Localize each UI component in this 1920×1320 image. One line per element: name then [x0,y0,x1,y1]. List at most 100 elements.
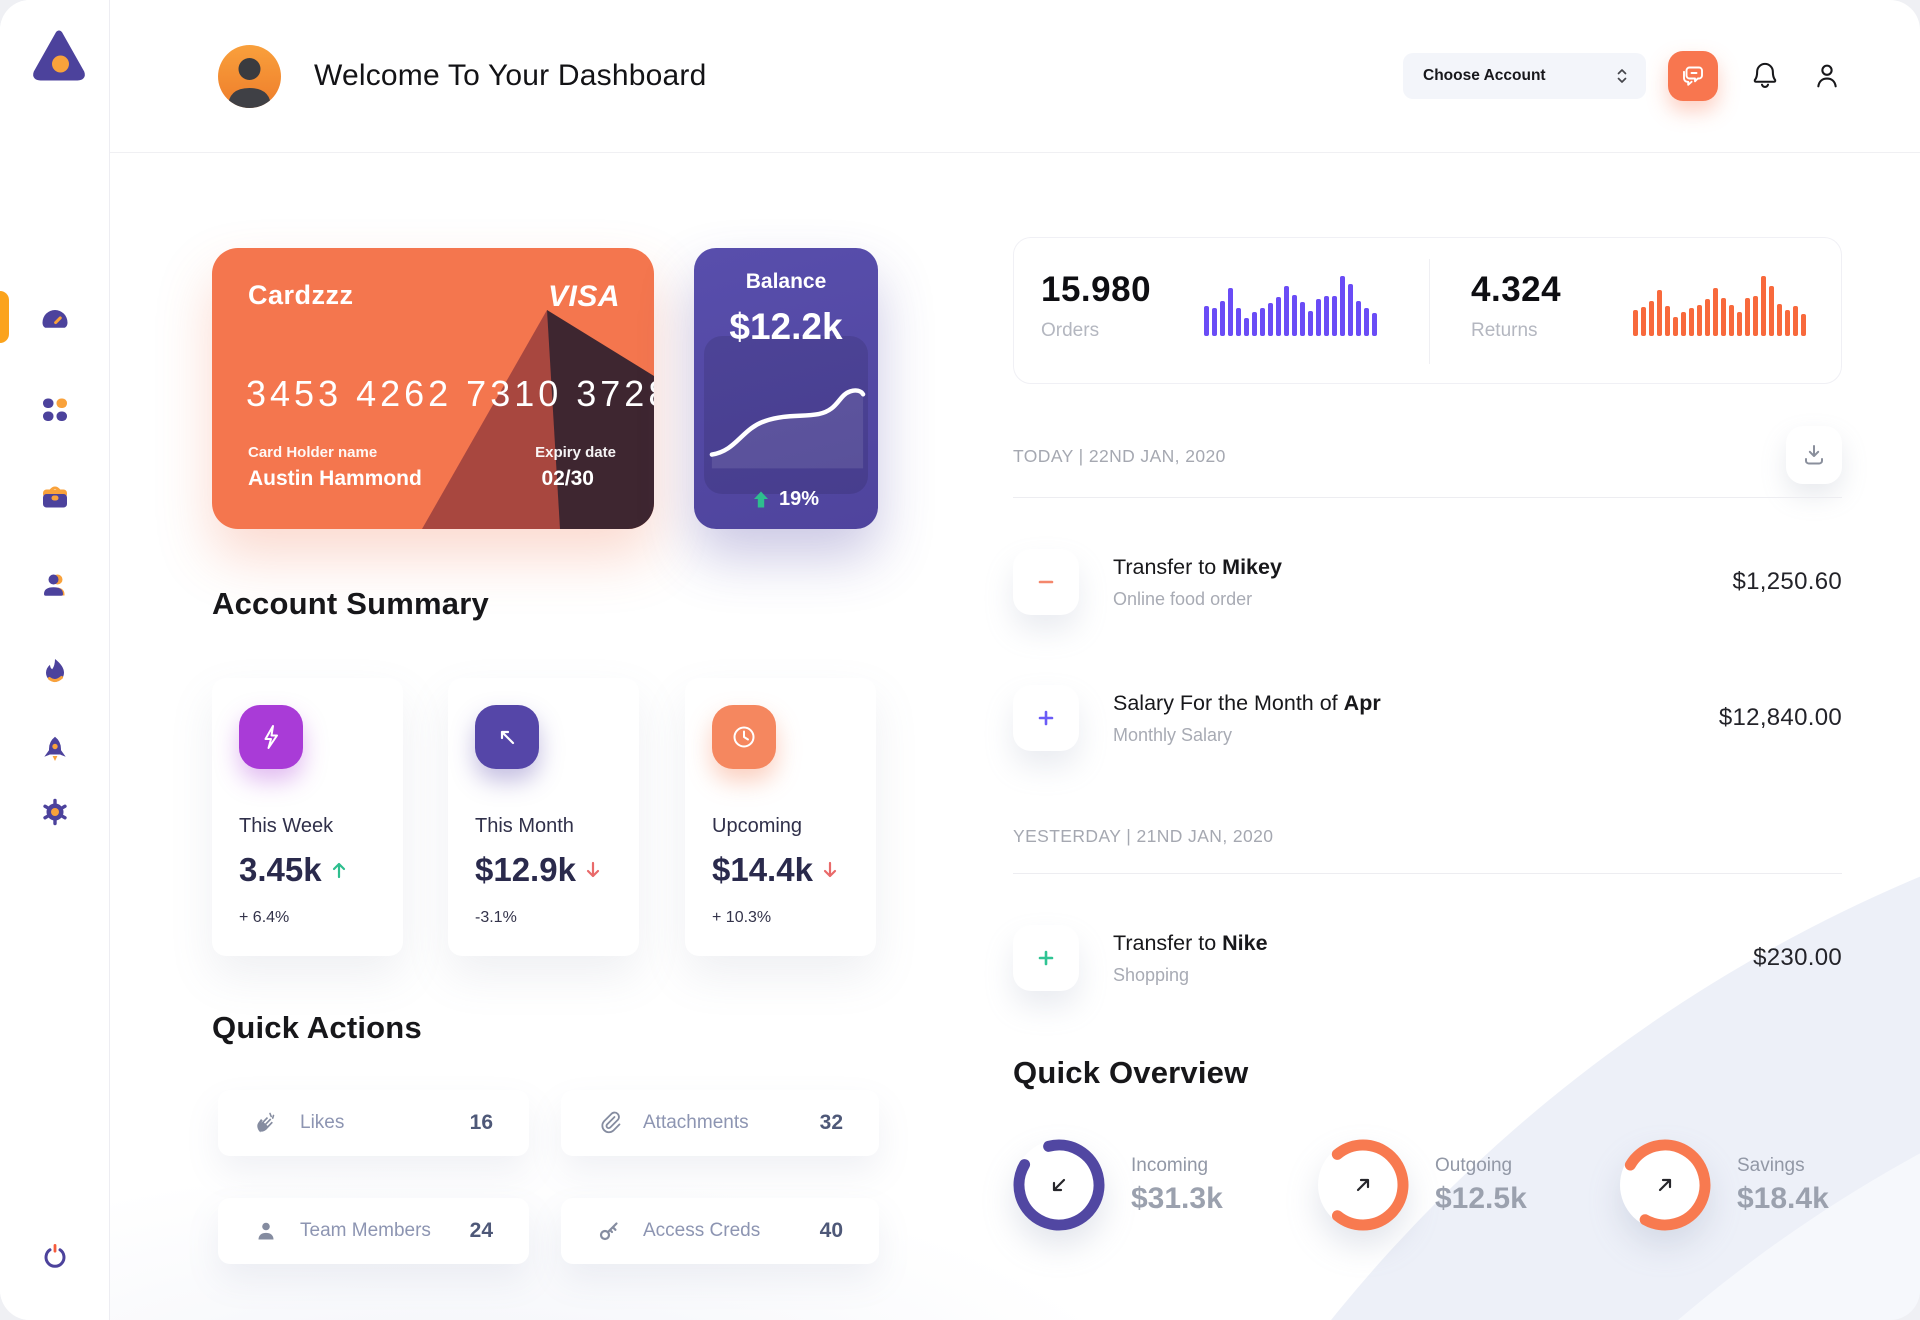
overview-value: $31.3k [1131,1181,1223,1215]
transaction-title: Transfer to [1113,554,1217,579]
transaction-title-bold: Nike [1222,930,1268,955]
overview-incoming: Incoming $31.3k [1013,1139,1223,1231]
card-holder-name: Austin Hammond [248,467,422,490]
arrow-downleft-icon [1052,1178,1066,1192]
transaction-title: Transfer to [1113,930,1217,955]
notifications-button[interactable] [1750,61,1780,91]
divider [1013,497,1842,498]
outgoing-progress-ring [1317,1139,1409,1231]
power-icon [44,1244,66,1268]
returns-bar-chart [1633,276,1818,336]
card-expiry-value: 02/30 [541,467,594,490]
quick-action-value: 16 [469,1111,493,1134]
trend-down-icon [823,861,837,878]
sidebar-item-logout[interactable] [37,1238,73,1274]
summary-delta: + 6.4% [239,909,290,926]
orders-label: Orders [1041,320,1100,341]
quick-action-label: Access Creds [643,1220,761,1241]
sidebar-item-work[interactable] [37,479,73,515]
trend-down-icon [586,861,600,878]
clock-icon [712,705,776,769]
download-icon [1805,445,1823,465]
balance-card[interactable]: Balance $12.2k 19% [694,248,878,529]
quick-action-likes[interactable]: Likes 16 [218,1090,529,1156]
balance-value: $12.2k [729,306,843,347]
quick-action-access-creds[interactable]: Access Creds 40 [561,1198,879,1264]
sidebar-item-team[interactable] [37,567,73,603]
summary-value: $14.4k [712,851,813,888]
overview-label: Savings [1737,1154,1805,1176]
overview-label: Outgoing [1435,1154,1513,1176]
visa-logo: VISA [547,280,620,313]
transaction-amount: $12,840.00 [1718,704,1842,731]
key-icon [599,1222,618,1241]
quick-action-value: 32 [819,1111,843,1134]
transaction-amount: $230.00 [1753,944,1842,971]
credit-card[interactable]: Cardzzz VISA 3453 4262 7310 3728 Card Ho… [212,248,654,529]
quick-actions-title: Quick Actions [212,1010,422,1045]
date-header-yesterday: YESTERDAY | 21ND JAN, 2020 [1013,826,1274,846]
overview-value: $12.5k [1435,1181,1527,1215]
date-header-today: TODAY | 22ND JAN, 2020 [1013,446,1226,466]
transaction-title: Salary For the Month of [1113,690,1338,715]
messages-button[interactable] [1668,51,1718,101]
orders-bar-chart [1204,276,1389,336]
card-name: Cardzzz [248,280,354,310]
sidebar-active-indicator [0,291,9,343]
grid-icon [43,398,67,421]
summary-delta: -3.1% [475,909,517,926]
header: Welcome To Your Dashboard Choose Account [110,0,1920,153]
summary-label: This Month [475,815,574,837]
card-pyramid-art [422,310,654,529]
paperclip-icon [601,1111,621,1134]
divider [1013,873,1842,874]
balance-label: Balance [745,270,827,293]
transaction-row[interactable]: Transfer to Mikey Online food order $1,2… [1013,549,1842,615]
summary-card-month[interactable]: This Month $12.9k -3.1% [448,678,639,956]
quick-overview-title: Quick Overview [1013,1055,1249,1090]
overview-savings: Savings $18.4k [1619,1139,1829,1231]
summary-card-week[interactable]: This Week 3.45k + 6.4% [212,678,403,956]
plus-icon [1013,925,1079,991]
summary-card-upcoming[interactable]: Upcoming $14.4k + 10.3% [685,678,876,956]
arrow-upleft-icon [475,705,539,769]
clap-icon [257,1112,275,1133]
gauge-icon [42,310,68,328]
profile-button[interactable] [1812,61,1842,91]
download-button[interactable] [1786,426,1842,484]
summary-delta: + 10.3% [712,909,772,926]
choose-account-label: Choose Account [1423,67,1546,84]
transaction-row[interactable]: Salary For the Month of Apr Monthly Sala… [1013,685,1842,751]
transaction-subtitle: Monthly Salary [1113,724,1233,745]
quick-action-label: Attachments [643,1112,749,1133]
sidebar-item-dashboard[interactable] [37,303,73,339]
overview-outgoing: Outgoing $12.5k [1317,1139,1527,1231]
quick-action-attachments[interactable]: Attachments 32 [561,1090,879,1156]
incoming-progress-ring [1013,1139,1105,1231]
arrow-upright-icon [1356,1178,1370,1192]
summary-value: $12.9k [475,851,576,888]
sidebar-item-apps[interactable] [37,392,73,428]
bolt-icon [239,705,303,769]
divider [1429,259,1430,364]
choose-account-select[interactable]: Choose Account [1403,53,1646,99]
arrow-upright-icon [1658,1178,1672,1192]
sidebar-item-activity[interactable] [37,653,73,689]
user-icon [44,574,65,596]
orders-value: 15.980 [1041,270,1152,309]
gear-icon [43,798,67,826]
avatar[interactable] [218,44,281,108]
quick-action-team-members[interactable]: Team Members 24 [218,1198,529,1264]
quick-action-label: Likes [300,1112,345,1133]
sidebar [0,0,110,1320]
summary-value: 3.45k [239,851,322,888]
page-title: Welcome To Your Dashboard [314,59,707,92]
sidebar-item-launch[interactable] [37,731,73,767]
chevron-updown-icon [1617,69,1627,83]
sidebar-item-settings[interactable] [37,794,73,830]
transaction-row[interactable]: Transfer to Nike Shopping $230.00 [1013,925,1842,991]
minus-icon [1013,549,1079,615]
transaction-subtitle: Shopping [1113,964,1190,985]
transaction-amount: $1,250.60 [1732,568,1842,595]
